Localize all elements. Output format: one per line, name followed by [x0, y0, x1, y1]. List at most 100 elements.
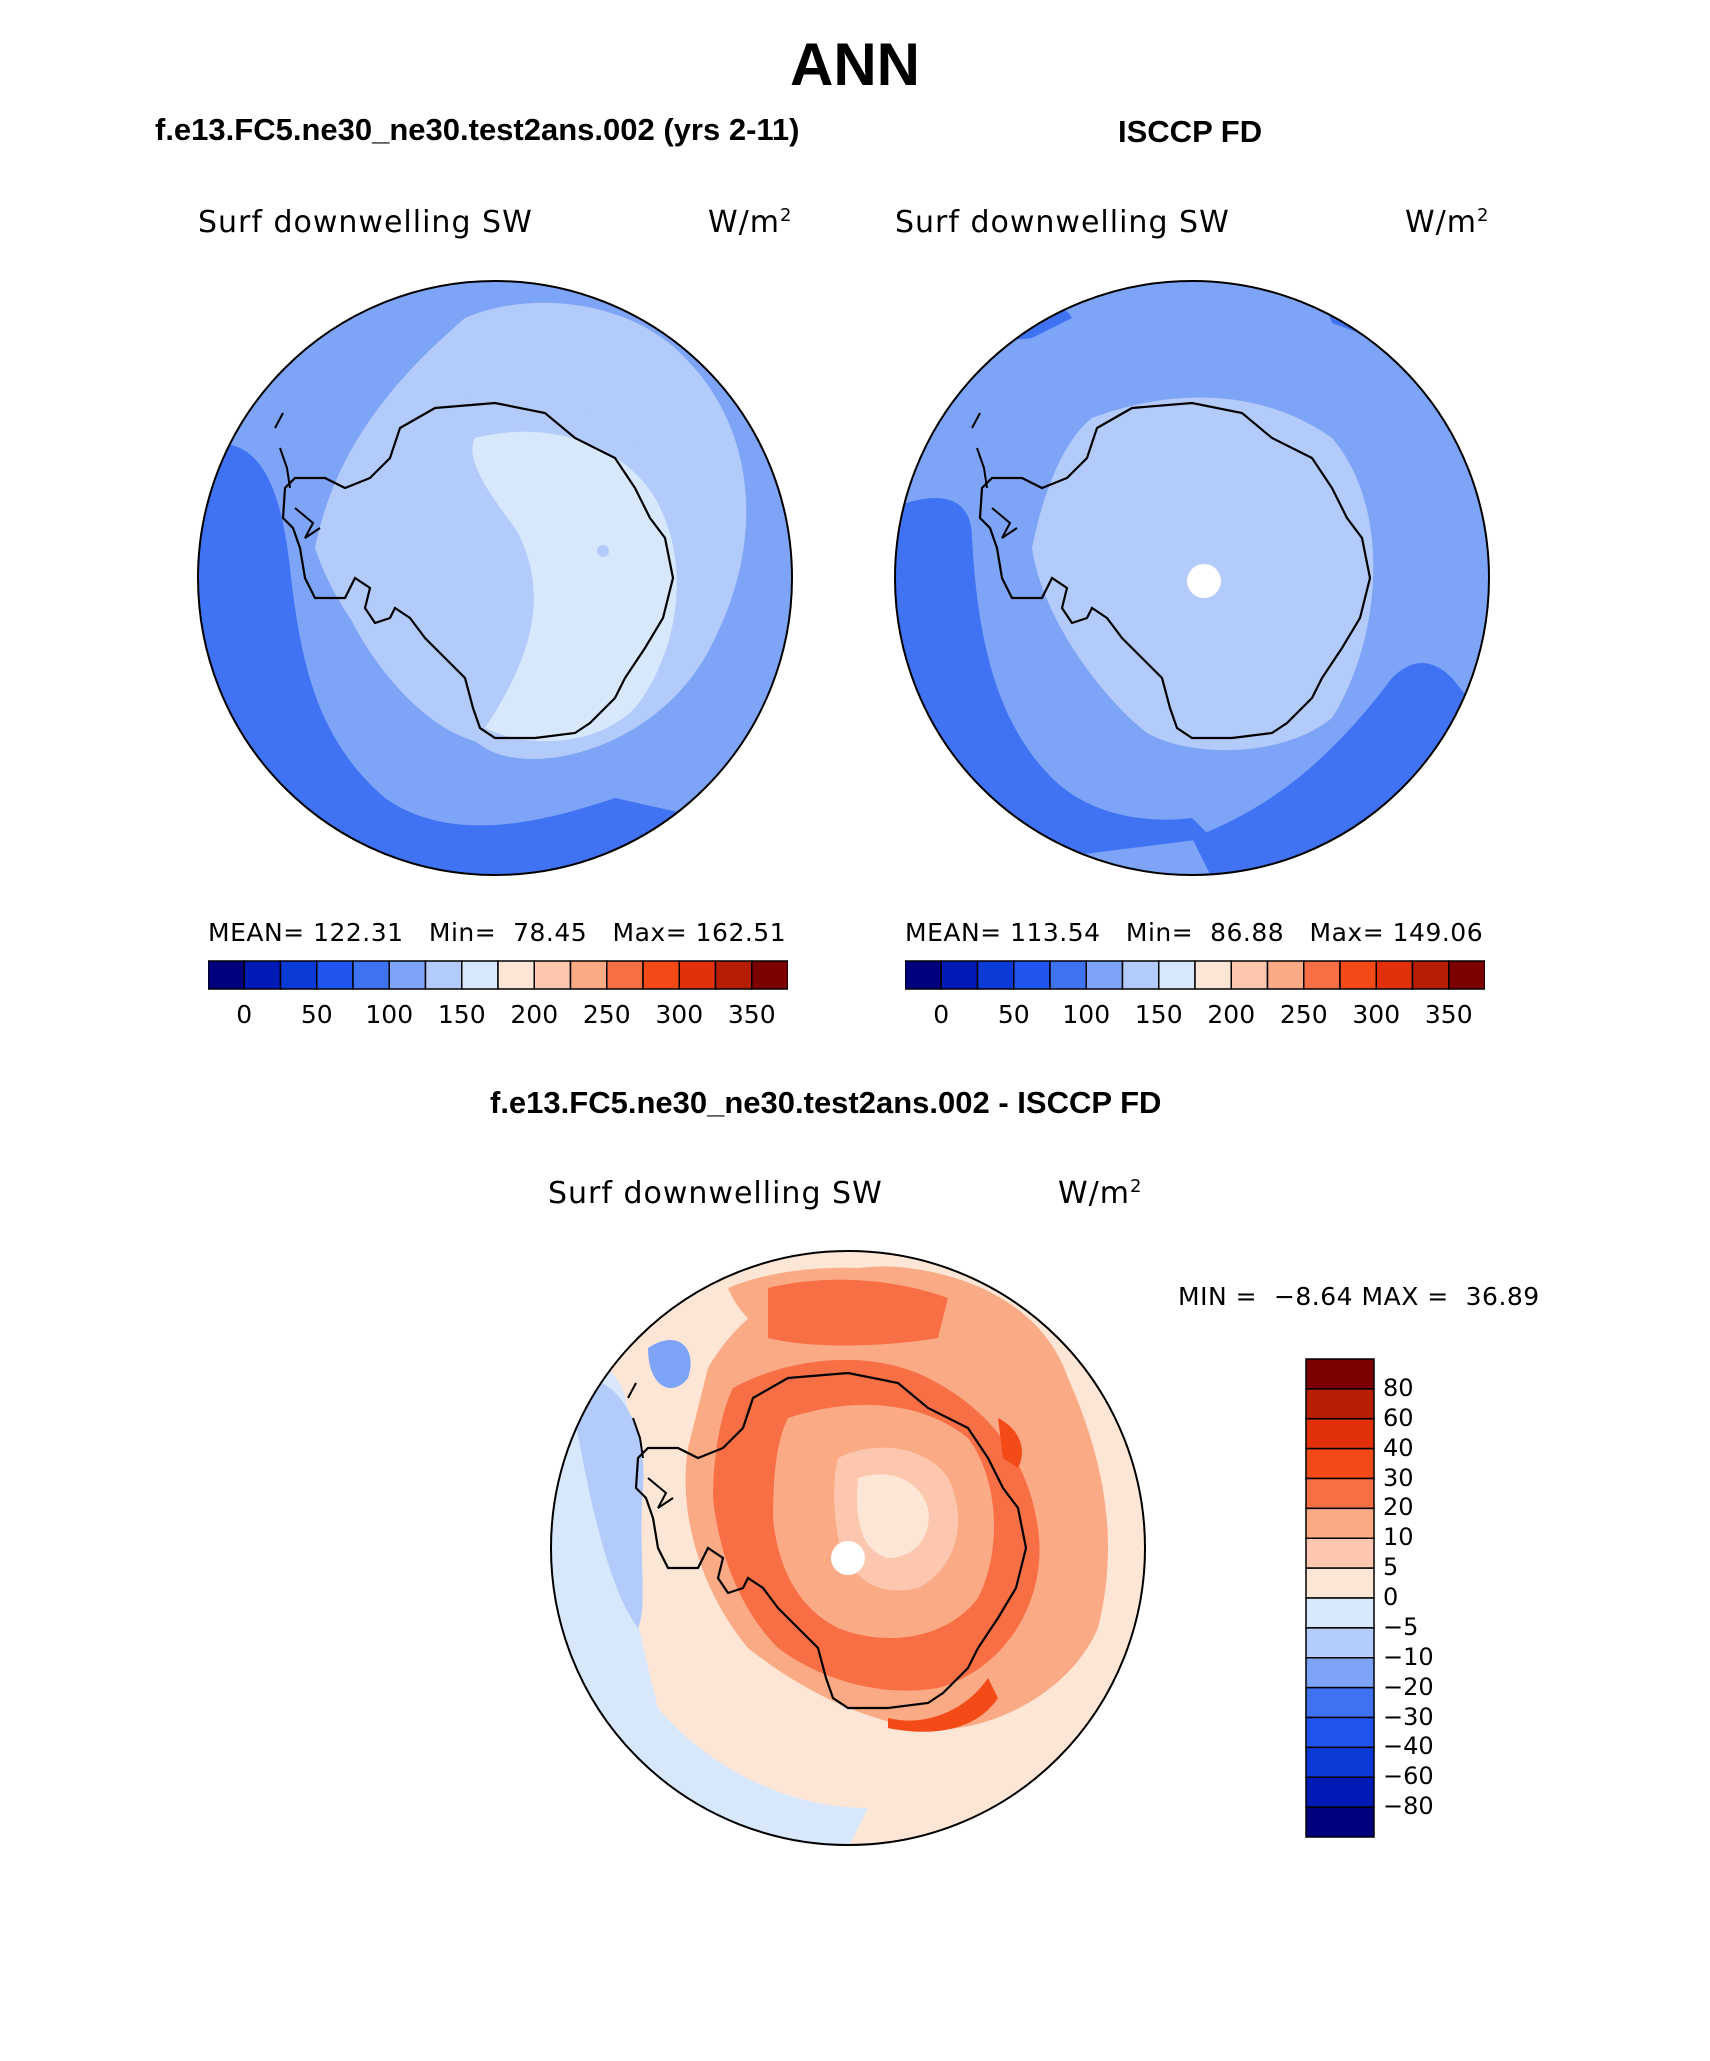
obs-colorbar-box [1411, 960, 1450, 990]
diff-colorbar [1305, 1358, 1375, 1838]
model-colorbar-box [243, 960, 282, 990]
diff-colorbar-box [1305, 1507, 1375, 1539]
model-colorbar [208, 960, 788, 990]
diff-colorbar-box [1305, 1627, 1375, 1659]
model-colorbar-tick-label: 0 [236, 1000, 253, 1029]
diff-colorbar-box [1305, 1806, 1375, 1838]
diff-colorbar-box [1305, 1716, 1375, 1749]
model-colorbar-box [533, 960, 572, 990]
diff-panel-title: f.e13.FC5.ne30_ne30.test2ans.002 - ISCCP… [490, 1085, 1162, 1120]
model-colorbar-box [352, 960, 390, 990]
model-colorbar-tick-label: 150 [437, 1000, 486, 1029]
diff-colorbar-tick-label: 30 [1383, 1463, 1414, 1492]
model-panel-title: f.e13.FC5.ne30_ne30.test2ans.002 (yrs 2-… [155, 112, 800, 147]
model-colorbar-tick-label: 100 [365, 1000, 414, 1029]
model-colorbar-box [497, 960, 535, 990]
main-title: ANN [790, 31, 920, 98]
model-colorbar-tick-label: 350 [727, 1000, 776, 1029]
diff-colorbar-box [1305, 1447, 1375, 1480]
obs-colorbar [905, 960, 1485, 990]
obs-colorbar-tick-label: 300 [1352, 1000, 1401, 1029]
diff-colorbar-box [1305, 1388, 1375, 1420]
diff-colorbar-tick-label: 5 [1383, 1553, 1399, 1582]
obs-colorbar-box [1085, 960, 1124, 990]
model-colorbar-box [316, 960, 354, 990]
obs-colorbar-tick-label: 350 [1424, 1000, 1473, 1029]
model-colorbar-box [388, 960, 427, 990]
diff-colorbar-tick-label: −30 [1383, 1702, 1434, 1731]
obs-colorbar-tick-label: 250 [1279, 1000, 1328, 1029]
diff-colorbar-box [1305, 1776, 1375, 1808]
diff-colorbar-box [1305, 1358, 1375, 1390]
diff-colorbar-tick-label: 20 [1383, 1493, 1414, 1522]
model-colorbar-box [678, 960, 717, 990]
obs-colorbar-box [1448, 960, 1485, 990]
obs-colorbar-box [1375, 960, 1414, 990]
diff-colorbar-box [1305, 1418, 1375, 1450]
model-colorbar-box [642, 960, 680, 990]
diff-colorbar-tick-label: −60 [1383, 1762, 1434, 1791]
model-variable-label: Surf downwelling SW [198, 205, 533, 240]
diff-colorbar-tick-label: −5 [1383, 1612, 1419, 1641]
obs-colorbar-tick-label: 50 [997, 1000, 1030, 1029]
model-colorbar-box [461, 960, 499, 990]
model-colorbar-box [751, 960, 788, 990]
diff-colorbar-tick-label: 80 [1383, 1373, 1414, 1402]
model-units-label: W/m2 [708, 205, 793, 240]
obs-colorbar-box [1158, 960, 1196, 990]
diff-colorbar-tick-label: 0 [1383, 1583, 1399, 1611]
diff-units-label: W/m2 [1058, 1176, 1143, 1211]
diff-colorbar-tick-label: −40 [1383, 1732, 1434, 1761]
obs-colorbar-box [1266, 960, 1305, 990]
obs-colorbar-tick-label: 200 [1207, 1000, 1256, 1029]
model-colorbar-box [606, 960, 644, 990]
diff-colorbar-box [1305, 1746, 1375, 1778]
diff-colorbar-tick-label: −20 [1383, 1672, 1434, 1701]
obs-colorbar-box [905, 960, 942, 990]
diff-colorbar-ticks: 80 60 40 30 20 10 5 0 −5 −10 −20 −30 −40 −60 −80 [1383, 1358, 1473, 1838]
obs-colorbar-ticks: 0 50 100 150 200 250 300 350 [905, 1000, 1485, 1032]
model-colorbar-box [569, 960, 608, 990]
model-colorbar-box [424, 960, 463, 990]
obs-colorbar-tick-label: 150 [1134, 1000, 1183, 1029]
obs-panel-title: ISCCP FD [1118, 114, 1263, 149]
diff-colorbar-box [1305, 1537, 1375, 1569]
diff-colorbar-box [1305, 1567, 1375, 1599]
obs-colorbar-box [940, 960, 979, 990]
model-colorbar-tick-label: 50 [300, 1000, 333, 1029]
obs-colorbar-box [1303, 960, 1341, 990]
diff-colorbar-tick-label: −10 [1383, 1642, 1434, 1671]
model-colorbar-box [208, 960, 245, 990]
model-colorbar-tick-label: 250 [582, 1000, 631, 1029]
diff-colorbar-tick-label: 40 [1383, 1433, 1414, 1462]
diff-variable-label: Surf downwelling SW [548, 1176, 883, 1211]
diff-stats: MIN = −8.64 MAX = 36.89 [1178, 1282, 1540, 1311]
obs-colorbar-box [1049, 960, 1087, 990]
diff-colorbar-box [1305, 1477, 1375, 1510]
obs-stats: MEAN= 113.54 Min= 86.88 Max= 149.06 [905, 918, 1484, 947]
model-colorbar-tick-label: 300 [655, 1000, 704, 1029]
model-map [197, 280, 793, 876]
obs-variable-label: Surf downwelling SW [895, 205, 1230, 240]
diff-colorbar-tick-label: 10 [1383, 1523, 1414, 1552]
model-colorbar-ticks: 0 50 100 150 200 250 300 350 [208, 1000, 788, 1032]
model-colorbar-box [714, 960, 753, 990]
model-colorbar-box [279, 960, 318, 990]
diff-map [550, 1250, 1146, 1846]
obs-colorbar-box [1230, 960, 1269, 990]
obs-colorbar-box [976, 960, 1015, 990]
diff-colorbar-tick-label: 60 [1383, 1403, 1414, 1432]
obs-colorbar-box [1121, 960, 1160, 990]
diff-colorbar-box [1305, 1597, 1375, 1629]
obs-colorbar-box [1339, 960, 1377, 990]
obs-map [894, 280, 1490, 876]
obs-colorbar-tick-label: 0 [933, 1000, 950, 1029]
obs-units-label: W/m2 [1405, 205, 1490, 240]
model-colorbar-tick-label: 200 [510, 1000, 559, 1029]
diff-colorbar-box [1305, 1686, 1375, 1719]
diff-colorbar-box [1305, 1657, 1375, 1689]
obs-colorbar-tick-label: 100 [1062, 1000, 1111, 1029]
obs-colorbar-box [1013, 960, 1051, 990]
model-stats: MEAN= 122.31 Min= 78.45 Max= 162.51 [208, 918, 787, 947]
obs-colorbar-box [1194, 960, 1232, 990]
